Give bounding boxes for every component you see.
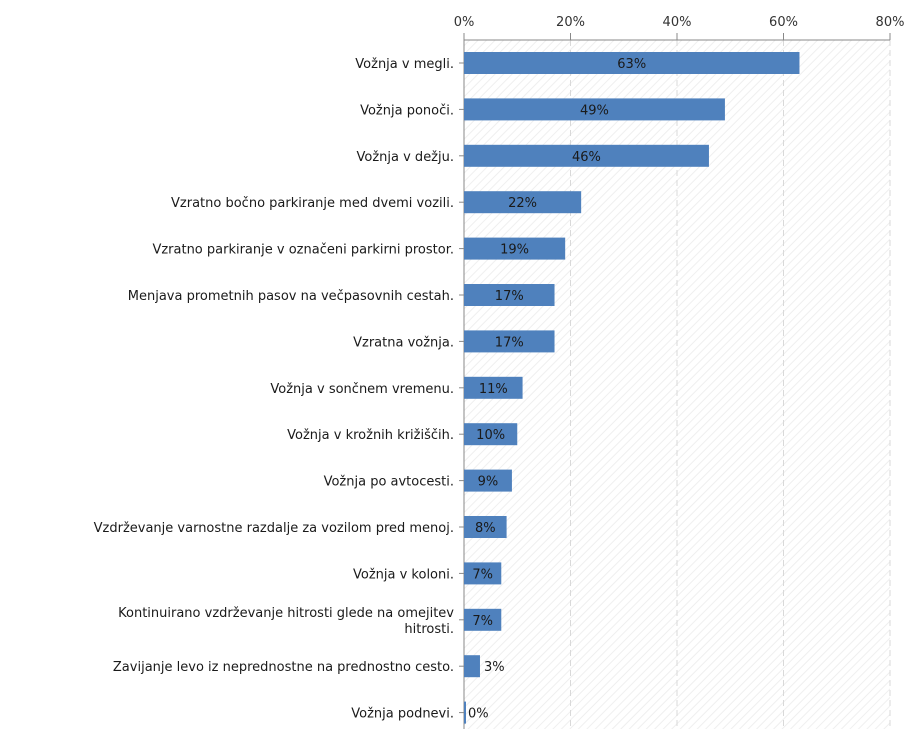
value-label: 11% bbox=[479, 382, 508, 397]
bars bbox=[464, 52, 800, 724]
x-tick-label: 0% bbox=[454, 15, 475, 30]
value-label: 17% bbox=[495, 335, 524, 350]
bar bbox=[464, 98, 725, 121]
category-label: Vožnja ponoči. bbox=[360, 103, 454, 118]
category-label: Vzratna vožnja. bbox=[353, 335, 454, 350]
x-tick-label: 80% bbox=[876, 15, 905, 30]
value-label: 9% bbox=[478, 475, 499, 490]
bar bbox=[464, 562, 502, 585]
value-label: 46% bbox=[572, 150, 601, 165]
value-label: 19% bbox=[500, 243, 529, 258]
category-labels: Vožnja v megli. Vožnja ponoči. Vožnja v de… bbox=[94, 57, 455, 722]
category-label: Vožnja v megli. bbox=[355, 57, 454, 72]
bar bbox=[464, 655, 480, 678]
category-label: Vožnja v dežju. bbox=[357, 150, 455, 165]
bar bbox=[464, 52, 800, 74]
value-labels: 63% 49% 46% 22% 19% 17% 17% 11% 10% 9% 8% 7% 7% 3% 0% bbox=[468, 57, 646, 722]
category-label: Vzratno parkiranje v označeni parkirni p… bbox=[152, 243, 454, 258]
bar bbox=[464, 284, 555, 306]
bar bbox=[464, 191, 582, 214]
bar bbox=[464, 469, 512, 492]
bar bbox=[464, 376, 523, 399]
category-label: Vzratno bočno parkiranje med dvemi vozil… bbox=[171, 196, 454, 211]
bar bbox=[464, 237, 566, 260]
category-label: Menjava prometnih pasov na večpasovnih c… bbox=[128, 289, 454, 304]
value-label: 63% bbox=[617, 57, 646, 72]
value-label: 49% bbox=[580, 103, 609, 118]
value-label: 0% bbox=[468, 707, 489, 722]
bar bbox=[464, 330, 555, 353]
bar bbox=[464, 516, 507, 538]
value-label: 10% bbox=[476, 428, 505, 443]
category-label: Vožnja v sončnem vremenu. bbox=[270, 382, 454, 397]
value-label: 3% bbox=[484, 660, 505, 675]
x-tick-label: 40% bbox=[663, 15, 692, 30]
category-label: Vožnja podnevi. bbox=[351, 707, 454, 722]
bar bbox=[464, 608, 502, 631]
value-label: 17% bbox=[495, 289, 524, 304]
value-label: 7% bbox=[472, 614, 493, 629]
value-label: 22% bbox=[508, 196, 537, 211]
bar bbox=[464, 144, 709, 167]
bar bbox=[464, 423, 518, 446]
category-label: Vožnja po avtocesti. bbox=[324, 475, 454, 490]
category-label: Vzdrževanje varnostne razdalje za vozilo… bbox=[94, 521, 454, 536]
x-tick-label: 20% bbox=[556, 15, 585, 30]
bar bbox=[464, 701, 466, 724]
value-label: 7% bbox=[472, 567, 493, 582]
category-label: Vožnja v krožnih križiščih. bbox=[287, 428, 454, 443]
value-label: 8% bbox=[475, 521, 496, 536]
category-label: Kontinuirano vzdrževanje hitrosti glede … bbox=[118, 606, 454, 637]
x-tick-label: 60% bbox=[769, 15, 798, 30]
category-label: Vožnja v koloni. bbox=[353, 567, 454, 582]
category-label: Zavijanje levo iz neprednostne na predno… bbox=[113, 660, 454, 675]
